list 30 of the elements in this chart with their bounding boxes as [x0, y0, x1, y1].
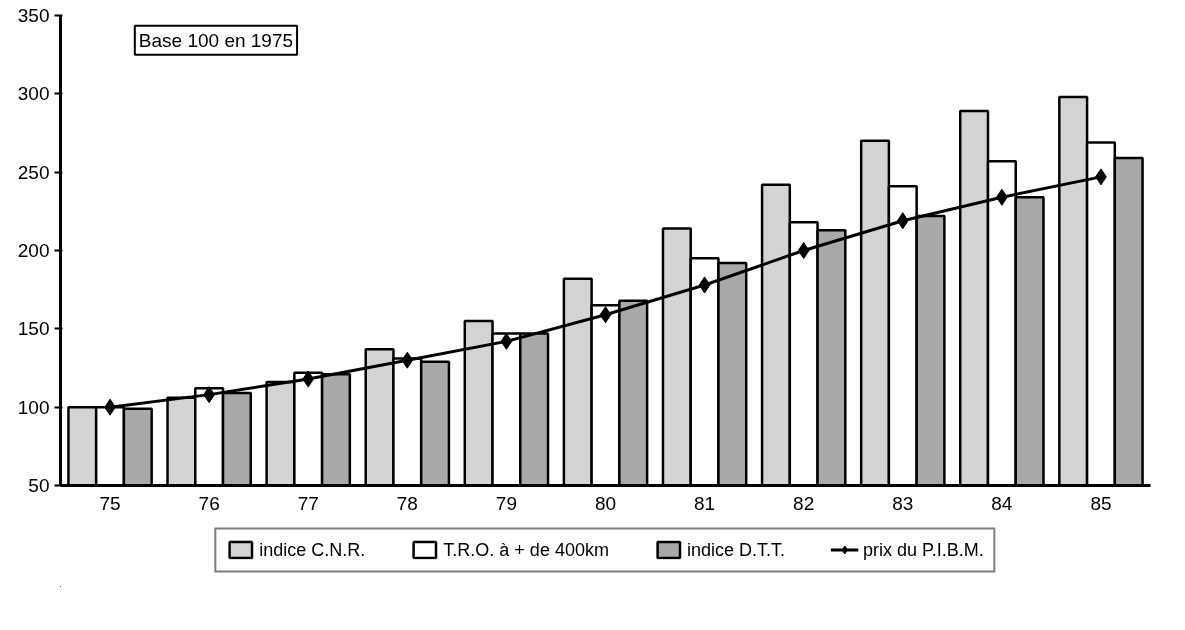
x-tick-label: 78 — [396, 492, 418, 514]
annotation: Base 100 en 1975 — [138, 29, 294, 51]
x-tick-label: 82 — [793, 492, 815, 514]
point — [896, 212, 909, 230]
point — [500, 332, 513, 350]
point — [302, 370, 315, 388]
x-tick-label: 81 — [694, 492, 716, 514]
y-tick-label: 200 — [17, 240, 50, 261]
x-tick-label: 85 — [1090, 492, 1112, 514]
y-tick-label: 300 — [17, 83, 50, 105]
x-tick-label: 83 — [892, 492, 914, 514]
y-tick-label: 100 — [17, 396, 50, 418]
point — [797, 242, 810, 259]
x-tick-label: 77 — [297, 492, 319, 514]
y-tick-label: 150 — [17, 318, 50, 340]
legend-label: indice D.T.T. — [686, 539, 785, 560]
x-tick-label: 76 — [198, 492, 220, 514]
y-tick-label: 250 — [17, 161, 50, 183]
point — [698, 276, 711, 294]
x-tick-label: 75 — [99, 492, 121, 514]
point — [401, 351, 414, 369]
y-tick-label: 350 — [17, 5, 50, 26]
point — [599, 306, 612, 324]
legend-label: indice C.N.R. — [259, 539, 366, 560]
y-tick-label: 50 — [28, 475, 50, 496]
x-tick-label: 84 — [991, 492, 1013, 514]
legend-label: prix du P.I.B.M. — [862, 539, 984, 560]
x-tick-label: 80 — [594, 492, 617, 514]
legend-label: T.R.O. à + de 400km — [443, 539, 609, 560]
x-tick-label: 79 — [495, 492, 517, 514]
